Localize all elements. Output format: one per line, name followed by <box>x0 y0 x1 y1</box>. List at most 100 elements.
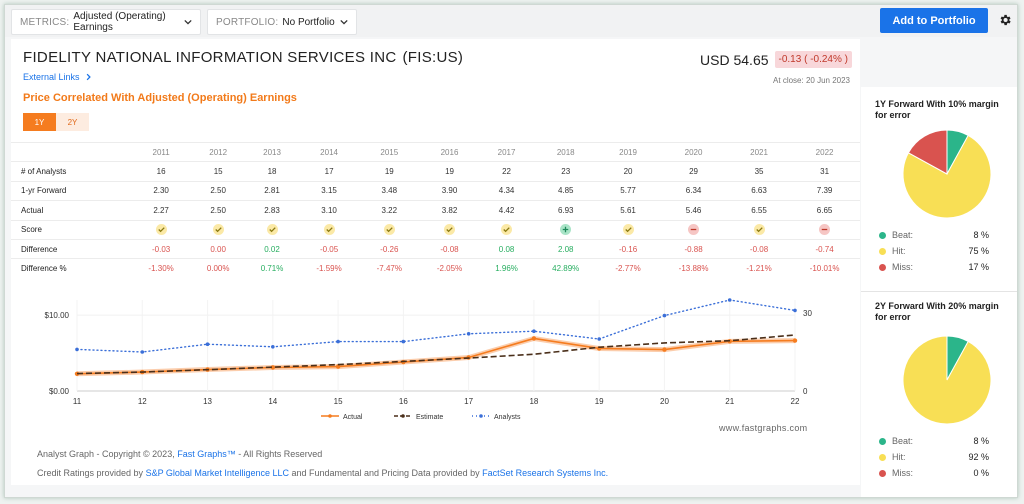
analysts-point <box>205 342 210 346</box>
analysts-point <box>727 298 732 302</box>
table-cell: -1.59% <box>298 258 360 279</box>
panel-2y-title: 2Y Forward With 20% margin for error <box>875 301 999 322</box>
table-cell: 0.02 <box>245 238 299 259</box>
score-cell <box>658 219 729 240</box>
legend-label: Estimate <box>416 414 443 421</box>
table-cell: 15 <box>191 161 246 182</box>
row-label: Actual <box>11 200 131 221</box>
legend-label: Analysts <box>494 414 521 421</box>
period-tabs: 1Y 2Y <box>23 113 89 131</box>
score-hit-icon <box>323 224 335 236</box>
legend-name: Hit: <box>892 246 906 256</box>
score-hit-icon <box>622 224 634 236</box>
x-tick-label: 13 <box>203 397 212 406</box>
table-cell: 17 <box>298 161 360 182</box>
external-links[interactable]: External Links <box>23 72 92 82</box>
table-cell: -0.16 <box>597 238 659 259</box>
actual-point <box>662 347 667 352</box>
year-header: 2022 <box>789 141 860 162</box>
score-cell <box>298 219 360 240</box>
year-header: 2018 <box>533 141 598 162</box>
analysts-point <box>466 332 471 336</box>
actual-band <box>77 335 795 377</box>
table-cell: 18 <box>245 161 299 182</box>
table-cell: 0.00% <box>191 258 246 279</box>
score-cell <box>789 219 860 240</box>
analyst-line-chart: 11 12 13 14 15 16 17 18 19 20 21 22 $10.00 $0.00 30 0 Ac… <box>45 298 812 421</box>
table-cell: -0.26 <box>359 238 420 259</box>
legend-swatch-dot <box>401 414 405 418</box>
earnings-table: 2011 2012 2013 2014 2015 2016 2017 2018 … <box>11 141 860 279</box>
row-label: 1-yr Forward <box>11 180 131 201</box>
legend-row-beat: Beat: 8 % <box>879 227 989 243</box>
sp-global-link[interactable]: S&P Global Market Intelligence LLC <box>145 468 289 478</box>
table-cell: 20 <box>597 161 659 182</box>
year-header: 2016 <box>419 141 480 162</box>
portfolio-select[interactable]: PORTFOLIO: No Portfolio <box>207 9 357 35</box>
x-tick-label: 17 <box>464 397 473 406</box>
analysts-point <box>662 313 667 318</box>
score-hit-icon <box>501 224 513 236</box>
pie-slice-hit <box>902 134 992 219</box>
year-header: 2021 <box>728 141 790 162</box>
legend-pct: 8 % <box>973 230 989 240</box>
table-header-row: 2011 2012 2013 2014 2015 2016 2017 2018 … <box>11 141 860 162</box>
table-cell: -0.74 <box>789 238 860 259</box>
table-cell: 3.22 <box>359 200 420 221</box>
portfolio-value: No Portfolio <box>282 16 335 28</box>
company-name: FIDELITY NATIONAL INFORMATION SERVICES I… <box>23 49 397 66</box>
hit-dot-icon <box>879 247 886 255</box>
table-cell: 5.61 <box>597 200 659 221</box>
gear-icon[interactable] <box>998 13 1012 27</box>
table-cell: 16 <box>131 161 192 182</box>
score-hit-icon <box>383 224 395 236</box>
table-cell: 5.77 <box>597 180 659 201</box>
score-cell <box>191 219 246 240</box>
table-cell: 3.82 <box>419 200 480 221</box>
external-links-label: External Links <box>23 72 80 82</box>
table-cell: 2.50 <box>191 200 246 221</box>
panel-divider <box>861 291 1017 292</box>
company-title: FIDELITY NATIONAL INFORMATION SERVICES I… <box>23 49 463 66</box>
factset-link[interactable]: FactSet Research Systems Inc. <box>482 468 609 478</box>
credits-text: Credit Ratings provided by S&P Global Ma… <box>37 468 608 478</box>
table-cell: 3.10 <box>298 200 360 221</box>
x-tick-label: 15 <box>334 397 343 406</box>
legend-row-hit: Hit: 75 % <box>879 243 989 259</box>
score-cell <box>597 219 659 240</box>
tab-2y[interactable]: 2Y <box>56 113 89 131</box>
chevron-down-icon <box>340 19 348 25</box>
score-cell <box>131 219 192 240</box>
estimate-line <box>76 334 796 375</box>
add-to-portfolio-button[interactable]: Add to Portfolio <box>880 8 988 33</box>
fastgraphs-link[interactable]: Fast Graphs™ <box>177 449 236 459</box>
tab-1y[interactable]: 1Y <box>23 113 56 131</box>
table-cell: -0.03 <box>131 238 192 259</box>
legend-name: Miss: <box>892 468 913 478</box>
table-cell: 6.55 <box>728 200 790 221</box>
score-hit-icon <box>266 224 278 236</box>
chevron-down-icon <box>184 19 192 25</box>
table-cell: 0.08 <box>479 238 534 259</box>
table-cell: 2.30 <box>131 180 192 201</box>
beat-dot-icon <box>879 437 886 445</box>
analysts-point <box>75 347 79 352</box>
price-change-badge: -0.13 ( -0.24% ) <box>774 51 852 68</box>
chevron-right-icon <box>86 73 91 81</box>
table-cell: 3.48 <box>359 180 420 201</box>
table-cell: 7.39 <box>789 180 860 201</box>
table-cell: 3.90 <box>419 180 480 201</box>
score-miss-icon <box>688 224 700 236</box>
legend-label: Actual <box>343 414 363 421</box>
actual-point <box>335 364 341 369</box>
row-label: Difference % <box>11 258 131 279</box>
table-cell: 19 <box>419 161 480 182</box>
row-label: # of Analysts <box>11 161 131 182</box>
table-row-difference: Difference -0.03 0.00 0.02 -0.05 -0.26 -… <box>11 238 860 259</box>
metrics-select[interactable]: METRICS: Adjusted (Operating) Earnings <box>11 9 201 35</box>
pie-slice-hit <box>902 335 992 425</box>
x-tick-label: 20 <box>660 397 669 406</box>
legend-pct: 75 % <box>968 246 989 256</box>
table-cell: -2.77% <box>597 258 659 279</box>
score-cell <box>479 219 534 240</box>
